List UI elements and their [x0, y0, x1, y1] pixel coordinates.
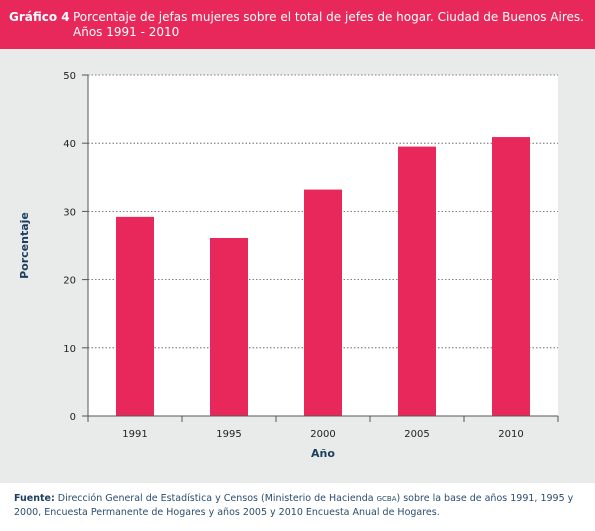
bar-1991 — [116, 216, 154, 416]
axes — [82, 74, 559, 422]
y-axis-label: Porcentaje — [18, 212, 31, 279]
source-abbreviation: GCBA — [376, 495, 397, 503]
x-tick-label-1995: 1995 — [216, 429, 241, 440]
bar-2000 — [304, 189, 342, 416]
bars — [116, 137, 530, 417]
bar-2005 — [398, 146, 436, 417]
source-note: Fuente: Dirección General de Estadística… — [14, 492, 589, 519]
chart-title: Porcentaje de jefas mujeres sobre el tot… — [73, 10, 588, 40]
bar-chart: 0 10 20 30 40 50 1991 1995 2000 2005 2010 Porcent… — [18, 71, 559, 460]
chart-header: Gráfico 4 Porcentaje de jefas mujeres so… — [0, 0, 595, 49]
x-tick-label-1991: 1991 — [122, 429, 147, 440]
y-tick-label: 50 — [63, 71, 76, 82]
bar-2010 — [492, 137, 530, 416]
bar-1995 — [210, 237, 248, 416]
chart-title-line-1: Porcentaje de jefas mujeres sobre el tot… — [73, 10, 584, 24]
x-axis-label: Año — [311, 447, 335, 460]
y-tick-labels: 0 10 20 30 40 50 — [63, 71, 76, 423]
source-label: Fuente: — [14, 493, 55, 504]
y-tick-label: 40 — [63, 139, 76, 150]
y-tick-label: 0 — [70, 412, 76, 423]
chart-title-line-2: Años 1991 - 2010 — [73, 25, 180, 39]
source-text-b: ) sobre la base de años 1991, 1995 y 200… — [14, 493, 574, 518]
x-tick-labels: 1991 1995 2000 2005 2010 — [122, 429, 523, 440]
footer: Fuente: Dirección General de Estadística… — [0, 483, 595, 531]
figure-label: Gráfico 4 — [9, 10, 70, 24]
x-tick-label-2005: 2005 — [404, 429, 429, 440]
source-text-a: Dirección General de Estadística y Censo… — [54, 493, 377, 504]
y-tick-label: 10 — [63, 344, 76, 355]
y-tick-label: 30 — [63, 207, 76, 218]
x-tick-label-2000: 2000 — [310, 429, 335, 440]
y-tick-label: 20 — [63, 276, 76, 287]
x-tick-label-2010: 2010 — [498, 429, 523, 440]
